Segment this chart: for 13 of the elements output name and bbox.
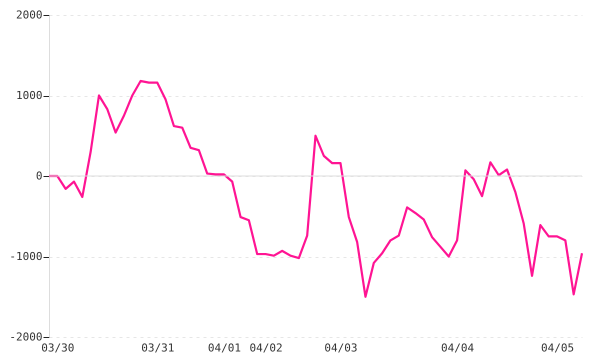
x-tick-label: 04/04 [441, 342, 475, 354]
x-tick-label: 03/31 [141, 342, 174, 354]
x-tick-label: 04/02 [249, 342, 283, 354]
y-tick-label: -1000 [9, 250, 42, 263]
y-tick-label: 0 [36, 170, 42, 182]
x-tick-label: 04/05 [540, 342, 574, 354]
y-tick-label: 1000 [16, 89, 42, 102]
x-tick-label: 04/01 [208, 342, 241, 354]
y-tick-label: 2000 [16, 8, 42, 22]
x-tick-label: 03/30 [41, 342, 74, 354]
line-series [48, 80, 584, 298]
x-tick-label: 04/03 [324, 342, 358, 354]
y-tick-label: -2000 [9, 330, 42, 344]
